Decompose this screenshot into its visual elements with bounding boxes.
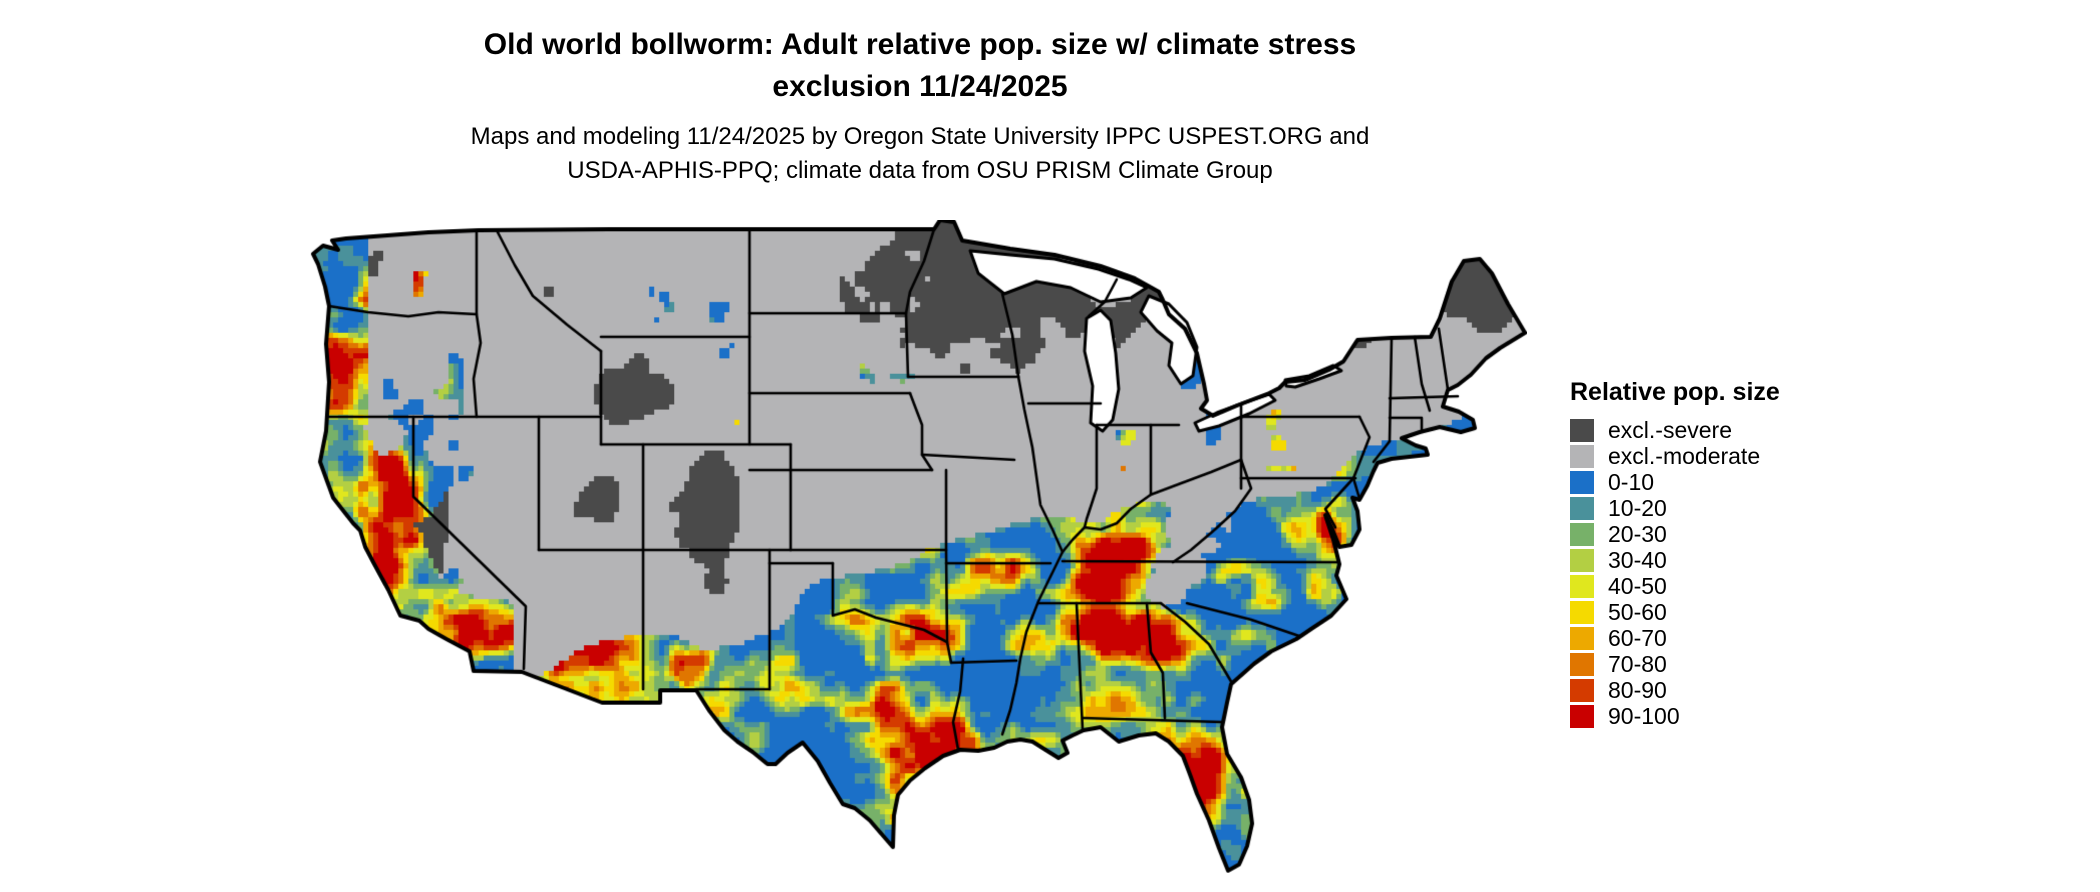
legend-label: excl.-moderate <box>1608 443 1761 469</box>
legend-item-40-50: 40-50 <box>1570 573 1990 599</box>
legend-swatch <box>1570 445 1594 468</box>
legend-item-0-10: 0-10 <box>1570 469 1990 495</box>
legend-label: 80-90 <box>1608 677 1667 703</box>
legend-item-90-100: 90-100 <box>1570 703 1990 729</box>
legend-item-10-20: 10-20 <box>1570 495 1990 521</box>
legend-title: Relative pop. size <box>1570 378 1780 406</box>
legend-item-30-40: 30-40 <box>1570 547 1990 573</box>
legend-swatch <box>1570 497 1594 520</box>
legend-label: 30-40 <box>1608 547 1667 573</box>
legend-label: 60-70 <box>1608 625 1667 651</box>
legend-swatch <box>1570 549 1594 572</box>
legend-label: 40-50 <box>1608 573 1667 599</box>
legend-swatch <box>1570 575 1594 598</box>
legend-label: 10-20 <box>1608 495 1667 521</box>
map-legend: Relative pop. size excl.-severe excl.-mod… <box>1570 378 1990 730</box>
legend-label: 90-100 <box>1608 703 1680 729</box>
legend-label: excl.-severe <box>1608 417 1732 443</box>
legend-item-60-70: 60-70 <box>1570 625 1990 651</box>
subtitle-line-2: USDA-APHIS-PPQ; climate data from OSU PR… <box>567 157 1273 184</box>
legend-label: 70-80 <box>1608 651 1667 677</box>
legend-item-excl-severe: excl.-severe <box>1570 417 1990 443</box>
legend-swatch <box>1570 705 1594 728</box>
legend-swatch <box>1570 627 1594 650</box>
page-title: Old world bollworm: Adult relative pop. … <box>300 24 1540 108</box>
legend-swatch <box>1570 653 1594 676</box>
legend-label: 50-60 <box>1608 599 1667 625</box>
legend-swatch <box>1570 523 1594 546</box>
page-subtitle: Maps and modeling 11/24/2025 by Oregon S… <box>300 120 1540 188</box>
legend-item-50-60: 50-60 <box>1570 599 1990 625</box>
legend-swatch <box>1570 419 1594 442</box>
legend-item-excl-moderate: excl.-moderate <box>1570 443 1990 469</box>
legend-item-80-90: 80-90 <box>1570 677 1990 703</box>
us-choropleth-map <box>308 220 1527 886</box>
title-line-1: Old world bollworm: Adult relative pop. … <box>483 28 1357 61</box>
title-line-2: exclusion 11/24/2025 <box>772 70 1068 103</box>
legend-item-70-80: 70-80 <box>1570 651 1990 677</box>
legend-swatch <box>1570 679 1594 702</box>
subtitle-line-1: Maps and modeling 11/24/2025 by Oregon S… <box>470 123 1370 150</box>
legend-label: 0-10 <box>1608 469 1655 495</box>
legend-swatch <box>1570 471 1594 494</box>
legend-swatch <box>1570 601 1594 624</box>
legend-item-20-30: 20-30 <box>1570 521 1990 547</box>
legend-label: 20-30 <box>1608 521 1667 547</box>
legend-items: excl.-severe excl.-moderate 0-10 10-20 20-30… <box>1570 417 1990 729</box>
